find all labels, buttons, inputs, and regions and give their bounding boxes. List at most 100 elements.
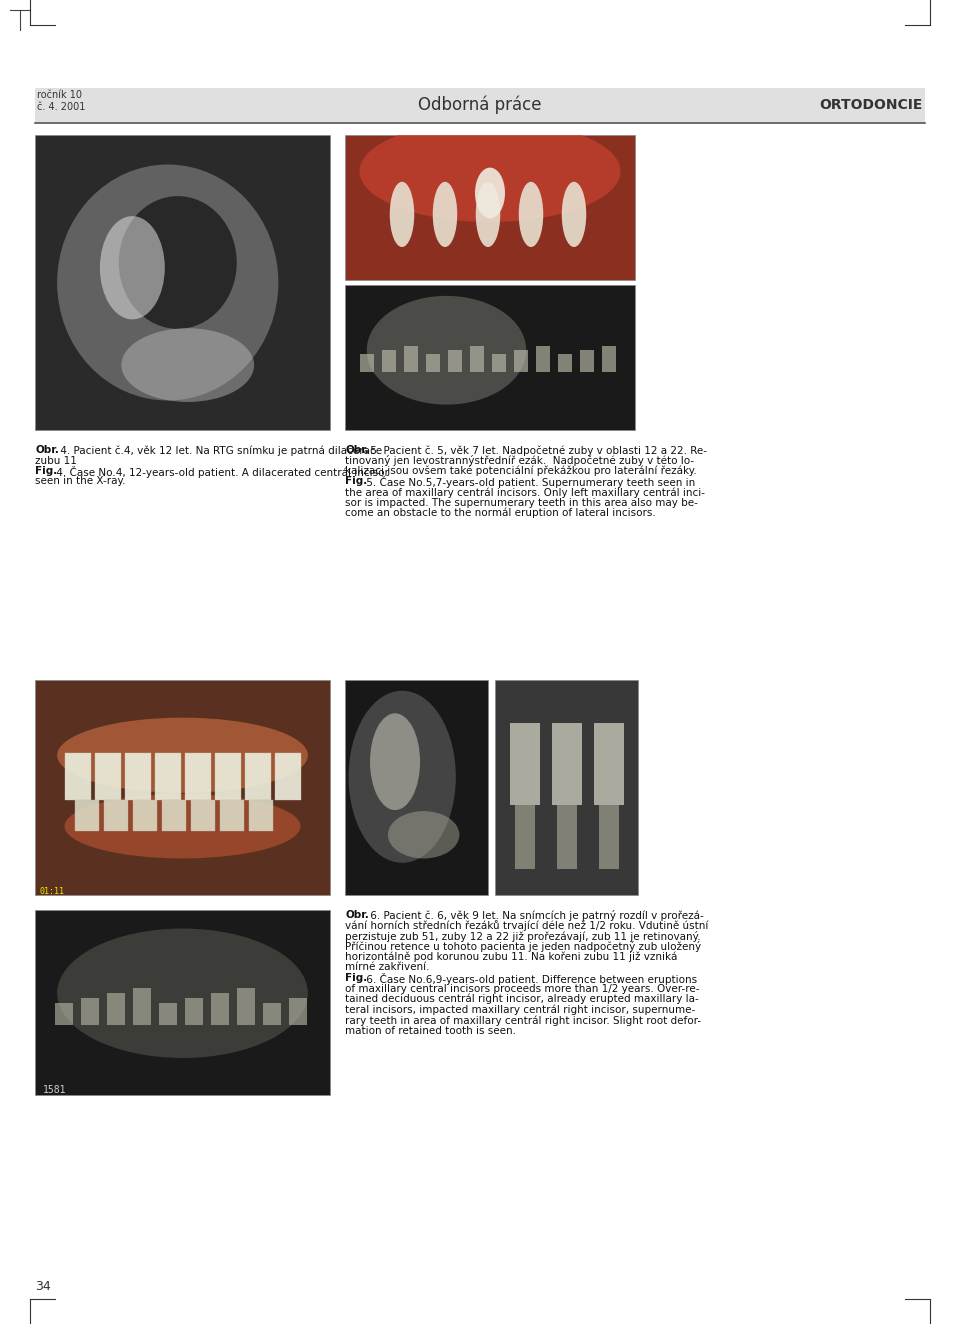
- Ellipse shape: [390, 181, 415, 248]
- Bar: [382, 350, 396, 372]
- Ellipse shape: [64, 794, 300, 858]
- Ellipse shape: [58, 928, 308, 1058]
- Bar: [599, 805, 619, 869]
- Text: 01:11: 01:11: [40, 887, 65, 896]
- Ellipse shape: [121, 328, 254, 402]
- Bar: [237, 988, 255, 1025]
- Ellipse shape: [348, 691, 456, 863]
- Text: zubu 11: zubu 11: [35, 455, 77, 466]
- Text: tained deciduous centrál right incisor, already erupted maxillary la-: tained deciduous centrál right incisor, …: [345, 994, 699, 1005]
- Text: Odborná práce: Odborná práce: [419, 95, 541, 114]
- Bar: [35, 681, 330, 895]
- Bar: [35, 87, 925, 123]
- Bar: [220, 801, 244, 830]
- Ellipse shape: [476, 181, 500, 248]
- Bar: [75, 801, 99, 830]
- Bar: [360, 354, 374, 372]
- Text: Fig.: Fig.: [35, 466, 58, 477]
- Bar: [133, 988, 151, 1025]
- Text: vání horních středních řezáků trvající déle než 1/2 roku. Vdutině ústní: vání horních středních řezáků trvající d…: [345, 920, 708, 931]
- Text: 1581: 1581: [43, 1084, 66, 1095]
- Bar: [55, 1002, 73, 1025]
- Text: the area of maxillary centrál incisors. Only left maxillary centrál inci-: the area of maxillary centrál incisors. …: [345, 487, 705, 498]
- Text: of maxillary central incisors proceeds more than 1/2 years. Over-re-: of maxillary central incisors proceeds m…: [345, 984, 700, 993]
- Bar: [215, 753, 241, 801]
- Bar: [162, 801, 186, 830]
- Bar: [602, 346, 616, 372]
- Bar: [65, 753, 91, 801]
- Text: Fig.: Fig.: [345, 973, 368, 982]
- Bar: [249, 801, 273, 830]
- Ellipse shape: [370, 714, 420, 810]
- Bar: [580, 350, 594, 372]
- Bar: [289, 998, 307, 1025]
- Bar: [35, 910, 330, 1095]
- Bar: [211, 993, 229, 1025]
- Ellipse shape: [359, 120, 620, 222]
- Text: 6. Čase No.6,9-years-old patient. Difference between eruptions: 6. Čase No.6,9-years-old patient. Differ…: [363, 973, 697, 985]
- Ellipse shape: [100, 216, 165, 319]
- Bar: [81, 998, 99, 1025]
- Bar: [404, 346, 418, 372]
- Bar: [492, 354, 506, 372]
- Text: Obr.: Obr.: [345, 445, 369, 455]
- Bar: [552, 723, 582, 805]
- Bar: [185, 753, 211, 801]
- Text: ročník 10: ročník 10: [37, 90, 82, 101]
- Ellipse shape: [518, 181, 543, 248]
- Bar: [185, 998, 203, 1025]
- Bar: [104, 801, 128, 830]
- Bar: [558, 354, 572, 372]
- Text: come an obstacle to the normál eruption of lateral incisors.: come an obstacle to the normál eruption …: [345, 508, 656, 519]
- Bar: [345, 135, 635, 279]
- Ellipse shape: [562, 181, 587, 248]
- Bar: [594, 723, 624, 805]
- Bar: [536, 346, 550, 372]
- Text: seen in the X-ray.: seen in the X-ray.: [35, 477, 126, 486]
- Text: Příčinou retence u tohoto pacienta je jeden nadpočetný zub uložený: Příčinou retence u tohoto pacienta je je…: [345, 941, 701, 952]
- Text: 4. Pacient č.4, věk 12 let. Na RTG snímku je patrná dilacerace: 4. Pacient č.4, věk 12 let. Na RTG snímk…: [57, 445, 382, 455]
- Bar: [275, 753, 301, 801]
- Text: 5. Čase No.5,7-years-old patient. Supernumerary teeth seen in: 5. Čase No.5,7-years-old patient. Supern…: [363, 477, 695, 489]
- Ellipse shape: [475, 168, 505, 218]
- Bar: [426, 354, 440, 372]
- Text: 6. Pacient č. 6, věk 9 let. Na snímcích je patrný rozdíl v prořezá-: 6. Pacient č. 6, věk 9 let. Na snímcích …: [367, 910, 704, 922]
- Text: Obr.: Obr.: [345, 910, 369, 920]
- Text: ORTODONCIE: ORTODONCIE: [820, 98, 923, 113]
- Bar: [510, 723, 540, 805]
- Bar: [95, 753, 121, 801]
- Bar: [191, 801, 215, 830]
- Bar: [133, 801, 157, 830]
- Text: mation of retained tooth is seen.: mation of retained tooth is seen.: [345, 1026, 516, 1035]
- Text: 4. Čase No.4, 12-years-old patient. A dilacerated centrál incisor: 4. Čase No.4, 12-years-old patient. A di…: [53, 466, 389, 478]
- Bar: [159, 1002, 177, 1025]
- Text: 5. Pacient č. 5, věk 7 let. Nadpočetné zuby v oblasti 12 a 22. Re-: 5. Pacient č. 5, věk 7 let. Nadpočetné z…: [367, 445, 707, 455]
- Bar: [470, 346, 484, 372]
- Bar: [514, 350, 528, 372]
- Bar: [448, 350, 462, 372]
- Text: teral incisors, impacted maxillary centrál right incisor, supernume-: teral incisors, impacted maxillary centr…: [345, 1005, 695, 1016]
- Ellipse shape: [58, 718, 308, 793]
- Text: rary teeth in area of maxillary centrál right incisor. Slight root defor-: rary teeth in area of maxillary centrál …: [345, 1016, 701, 1026]
- Bar: [557, 805, 577, 869]
- Text: perzistuje zub 51, zuby 12 a 22 již prořezávají, zub 11 je retinovaný.: perzistuje zub 51, zuby 12 a 22 již proř…: [345, 931, 701, 941]
- Text: č. 4. 2001: č. 4. 2001: [37, 102, 85, 113]
- Bar: [107, 993, 125, 1025]
- Ellipse shape: [119, 196, 237, 328]
- Bar: [263, 1002, 281, 1025]
- Text: mírné zakřivení.: mírné zakřivení.: [345, 963, 429, 973]
- Text: tinovaný jen levostrannýstředníř ezák.  Nadpočetné zuby v této lo-: tinovaný jen levostrannýstředníř ezák. N…: [345, 455, 694, 466]
- Ellipse shape: [433, 181, 457, 248]
- Ellipse shape: [388, 812, 460, 858]
- Bar: [345, 285, 635, 430]
- Bar: [125, 753, 151, 801]
- Bar: [35, 135, 330, 430]
- Bar: [155, 753, 181, 801]
- Text: Fig.: Fig.: [345, 477, 368, 486]
- Bar: [345, 681, 488, 895]
- Ellipse shape: [58, 164, 278, 400]
- Text: kalizaci jsou ovšem také potenciální překážkou pro laterální řezáky.: kalizaci jsou ovšem také potenciální pře…: [345, 466, 697, 477]
- Bar: [515, 805, 535, 869]
- Ellipse shape: [367, 295, 526, 405]
- Text: Obr.: Obr.: [35, 445, 59, 455]
